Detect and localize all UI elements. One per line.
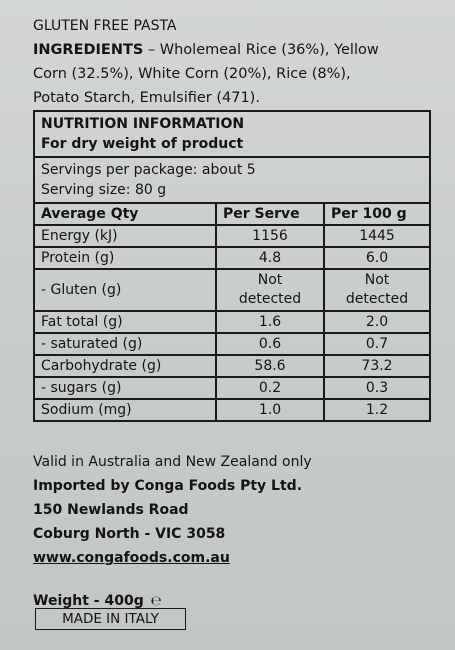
nutrient-name: Fat total (g)	[33, 310, 217, 334]
ingredients-line-1: INGREDIENTS – Wholemeal Rice (36%), Yell…	[33, 42, 379, 58]
table-row: Protein (g) 4.8 6.0	[33, 246, 432, 270]
nutrition-subheading: For dry weight of product	[41, 136, 244, 152]
servings-per-package: Servings per package: about 5	[41, 162, 256, 178]
per-serve-value: 4.8	[215, 246, 325, 270]
ingredients-line-3: Potato Starch, Emulsifier (471).	[33, 90, 260, 106]
made-in-badge: MADE IN ITALY	[35, 608, 186, 630]
table-row: Energy (kJ) 1156 1445	[33, 224, 432, 248]
nutrient-name: Energy (kJ)	[33, 224, 217, 248]
nutrient-name: - sugars (g)	[33, 376, 217, 400]
per-100g-value: 6.0	[322, 246, 432, 270]
serving-info-block: Servings per package: about 5 Serving si…	[32, 156, 432, 204]
weight-text: Weight - 400g	[33, 593, 144, 609]
table-row: Fat total (g) 1.6 2.0	[33, 310, 432, 334]
nutrient-name: - Gluten (g)	[33, 268, 217, 312]
table-header-row: Average Qty Per Serve Per 100 g	[33, 202, 432, 226]
value-line: Not	[364, 272, 390, 288]
column-header: Per 100 g	[322, 202, 432, 226]
per-100g-value: 73.2	[322, 354, 432, 378]
ingredients-text-1: – Wholemeal Rice (36%), Yellow	[143, 42, 379, 58]
ingredients-line-2: Corn (32.5%), White Corn (20%), Rice (8%…	[33, 66, 351, 82]
per-100g-value: 2.0	[322, 310, 432, 334]
per-serve-value: 0.6	[215, 332, 325, 356]
per-100g-value: 0.7	[322, 332, 432, 356]
nutrition-heading: NUTRITION INFORMATION	[41, 116, 245, 132]
per-serve-value: 0.2	[215, 376, 325, 400]
table-row: Carbohydrate (g) 58.6 73.2	[33, 354, 432, 378]
address-line-2: Coburg North - VIC 3058	[33, 526, 226, 542]
table-row: - sugars (g) 0.2 0.3	[33, 376, 432, 400]
per-100g-value: 1.2	[322, 398, 432, 422]
nutrient-name: Protein (g)	[33, 246, 217, 270]
serving-size: Serving size: 80 g	[41, 182, 167, 198]
per-serve-value: 58.6	[215, 354, 325, 378]
importer-name: Imported by Conga Foods Pty Ltd.	[33, 478, 303, 494]
value-line: detected	[238, 291, 302, 307]
nutrient-name: Carbohydrate (g)	[33, 354, 217, 378]
product-title: GLUTEN FREE PASTA	[33, 18, 177, 34]
per-serve-value: 1.0	[215, 398, 325, 422]
address-line-1: 150 Newlands Road	[33, 502, 189, 518]
per-serve-value: Not detected	[215, 268, 325, 312]
per-serve-value: 1156	[215, 224, 325, 248]
value-line: Not	[257, 272, 283, 288]
table-row: Sodium (mg) 1.0 1.2	[33, 398, 432, 422]
value-line: detected	[345, 291, 409, 307]
per-100g-value: Not detected	[322, 268, 432, 312]
ingredients-label: INGREDIENTS	[33, 42, 144, 58]
nutrient-name: - saturated (g)	[33, 332, 217, 356]
nutrition-heading-block: NUTRITION INFORMATION For dry weight of …	[32, 110, 432, 158]
per-serve-value: 1.6	[215, 310, 325, 334]
per-100g-value: 1445	[322, 224, 432, 248]
nutrient-name: Sodium (mg)	[33, 398, 217, 422]
nutrition-table: NUTRITION INFORMATION For dry weight of …	[32, 110, 432, 422]
column-header: Per Serve	[215, 202, 325, 226]
estimated-sign-icon: ℮	[150, 594, 162, 609]
column-header: Average Qty	[33, 202, 217, 226]
table-row: - saturated (g) 0.6 0.7	[33, 332, 432, 356]
validity-note: Valid in Australia and New Zealand only	[33, 454, 312, 470]
per-100g-value: 0.3	[322, 376, 432, 400]
net-weight: Weight - 400g ℮	[33, 593, 162, 609]
table-row: - Gluten (g) Not detected Not detected	[33, 268, 432, 312]
website-link[interactable]: www.congafoods.com.au	[33, 550, 230, 566]
